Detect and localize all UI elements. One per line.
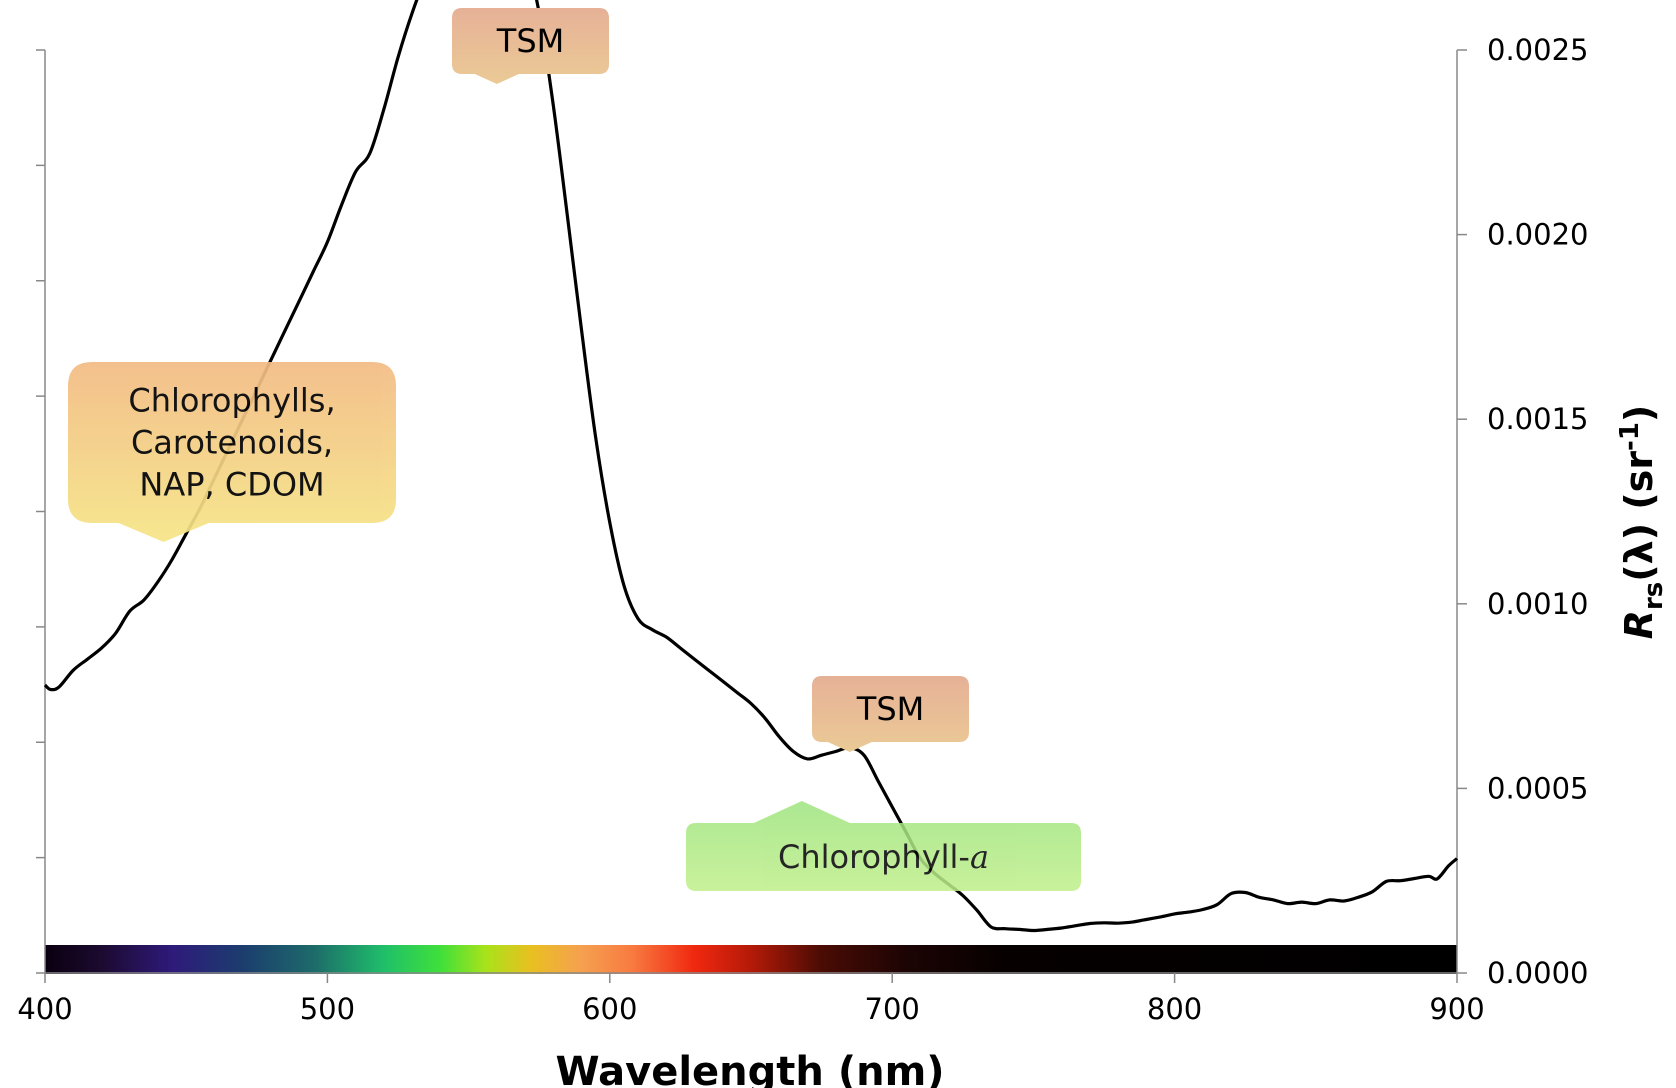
x-tick-label: 800	[1147, 992, 1202, 1026]
spectrum-bar	[45, 945, 1457, 974]
y-tick-label: 0.0005	[1487, 771, 1588, 805]
y-axis-unit: (sr	[1617, 451, 1661, 510]
callout-italic: a	[970, 838, 989, 876]
callout-text: Carotenoids,	[131, 424, 333, 462]
y-axis-unit-close: )	[1617, 405, 1661, 422]
callout-bubble	[452, 8, 609, 84]
callout-tsm-red: TSM	[812, 676, 969, 752]
reflectance-curve	[43, 0, 1459, 933]
callout-text: Chlorophyll-a	[778, 838, 989, 876]
callout-tsm-peak: TSM	[452, 8, 609, 84]
x-axis-title: Wavelength (nm)	[555, 1049, 944, 1088]
callout-chla: Chlorophyll-a	[686, 801, 1081, 891]
y-axis-argument: (λ)	[1617, 523, 1661, 582]
callout-bubble	[68, 362, 396, 542]
callout-text: Chlorophylls,	[128, 382, 335, 420]
y-axis-unit-exponent: -1	[1615, 422, 1645, 451]
y-axis-subscript: rs	[1639, 582, 1669, 610]
callout-text: TSM	[856, 690, 924, 728]
y-tick-label: 0.0025	[1487, 33, 1588, 67]
y-axis-title: Rrs(λ) (sr-1)	[1615, 405, 1669, 640]
y-tick-label: 0.0000	[1487, 956, 1588, 990]
callout-bubble	[686, 801, 1081, 891]
y-axis-symbol: R	[1617, 610, 1661, 639]
x-tick-label: 900	[1429, 992, 1484, 1026]
y-tick-label: 0.0020	[1487, 218, 1588, 252]
callout-text: TSM	[496, 22, 564, 60]
x-tick-label: 400	[17, 992, 72, 1026]
callout-bubble	[812, 676, 969, 752]
y-tick-label: 0.0010	[1487, 587, 1588, 621]
x-tick-label: 700	[865, 992, 920, 1026]
y-tick-label: 0.0015	[1487, 402, 1588, 436]
callout-text: NAP, CDOM	[139, 466, 324, 504]
x-tick-label: 500	[300, 992, 355, 1026]
x-tick-label: 600	[582, 992, 637, 1026]
callout-pigments: Chlorophylls, Carotenoids, NAP, CDOM	[68, 362, 396, 542]
